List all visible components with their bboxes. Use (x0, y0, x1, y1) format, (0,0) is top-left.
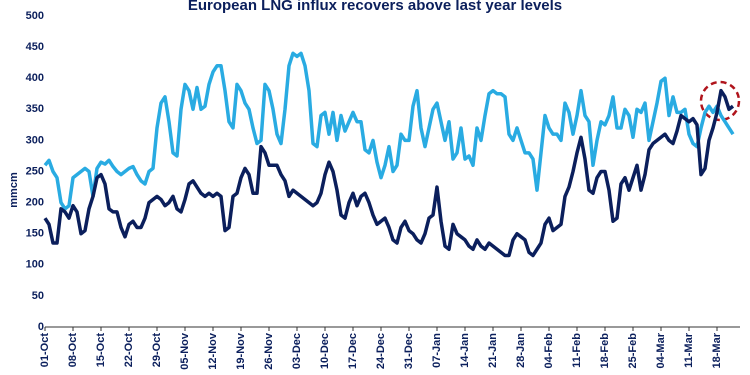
x-tick-label: 31-Dec (403, 333, 415, 369)
y-tick-label: 0 (38, 321, 44, 333)
x-tick-label: 15-Oct (95, 333, 107, 368)
x-tick-label: 11-Mar (683, 332, 695, 368)
x-tick-label: 19-Nov (235, 332, 247, 370)
x-tick-label: 28-Jan (515, 333, 527, 368)
y-tick-label: 500 (26, 10, 44, 22)
series-line (43, 88, 735, 258)
y-tick-label: 450 (26, 41, 44, 53)
x-tick-label: 29-Oct (151, 333, 163, 368)
series-line (43, 51, 735, 211)
y-tick-label: 50 (32, 290, 44, 302)
y-tick-label: 300 (26, 134, 44, 146)
chart-title: European LNG influx recovers above last … (188, 0, 562, 14)
x-tick-label: 18-Mar (711, 332, 723, 368)
x-tick-label: 08-Oct (67, 333, 79, 368)
y-tick-label: 100 (26, 259, 44, 271)
x-tick-label: 11-Feb (571, 333, 583, 368)
y-tick-label: 350 (26, 103, 44, 115)
x-tick-label: 07-Jan (431, 333, 443, 368)
y-tick-label: 400 (26, 72, 44, 84)
x-tick-label: 05-Nov (179, 332, 191, 370)
x-tick-label: 18-Feb (599, 333, 611, 369)
x-tick-label: 25-Feb (627, 333, 639, 369)
x-tick-label: 22-Oct (123, 333, 135, 368)
y-tick-label: 250 (26, 165, 44, 177)
x-tick-label: 10-Dec (319, 333, 331, 369)
x-tick-label: 26-Nov (263, 332, 275, 370)
x-tick-label: 17-Dec (347, 333, 359, 369)
x-tick-label: 04-Mar (655, 332, 667, 368)
x-tick-label: 12-Nov (207, 332, 219, 370)
highlight-circle (699, 80, 741, 122)
x-tick-label: 24-Dec (375, 333, 387, 369)
x-tick-label: 01-Oct (39, 333, 51, 368)
x-tick-label: 14-Jan (459, 333, 471, 368)
x-tick-label: 21-Jan (487, 333, 499, 368)
y-tick-label: 200 (26, 197, 44, 209)
y-tick-label: 150 (26, 228, 44, 240)
x-tick-label: 04-Feb (543, 333, 555, 369)
x-tick-label: 03-Dec (291, 333, 303, 369)
y-axis-label: mmcm (8, 172, 20, 208)
